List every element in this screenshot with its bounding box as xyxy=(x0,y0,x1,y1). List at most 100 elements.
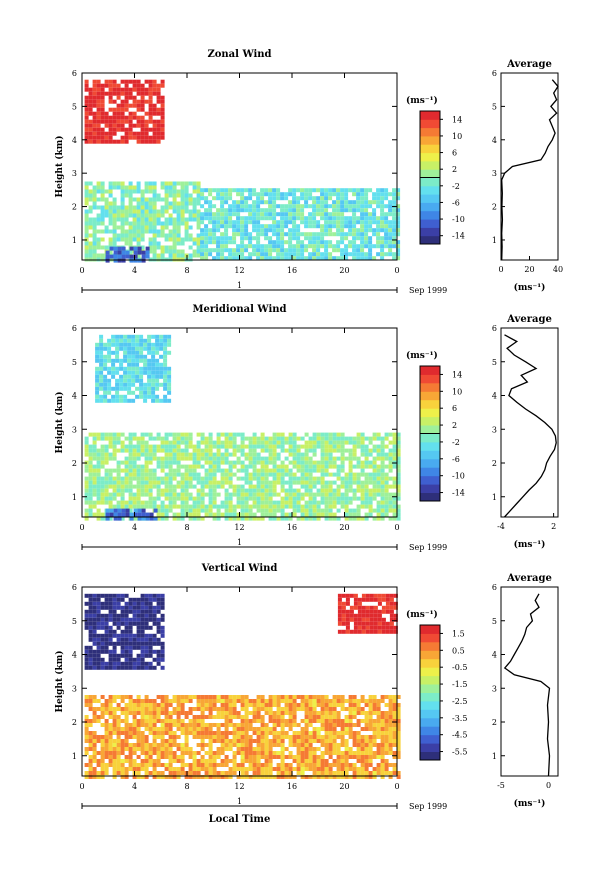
heatmap-cell xyxy=(116,747,121,751)
heatmap-cell xyxy=(172,225,177,230)
heatmap-cell xyxy=(312,236,317,241)
heatmap-cell xyxy=(148,241,153,246)
heatmap-cell xyxy=(272,212,277,217)
heatmap-cell xyxy=(160,735,165,739)
heatmap-cell xyxy=(220,208,225,213)
heatmap-cell xyxy=(95,378,100,383)
heatmap-cell xyxy=(292,731,297,735)
heatmap-cell xyxy=(184,731,189,735)
heatmap-cell xyxy=(252,699,257,703)
heatmap-cell xyxy=(384,188,389,193)
heatmap-cell xyxy=(156,83,161,88)
heatmap-cell xyxy=(125,254,130,259)
heatmap-cell xyxy=(196,476,201,481)
heatmap-cell xyxy=(353,613,358,618)
heatmap-cell xyxy=(260,448,265,453)
heatmap-cell xyxy=(96,707,101,711)
heatmap-cell xyxy=(156,771,161,775)
heatmap-cell xyxy=(104,641,109,646)
heatmap-cell xyxy=(224,244,229,249)
heatmap-cell xyxy=(168,711,173,715)
colorbar-swatch xyxy=(420,169,440,178)
heatmap-cell xyxy=(152,617,157,622)
heatmap-cell xyxy=(192,476,197,481)
heatmap-cell xyxy=(148,476,153,481)
heatmap-cell xyxy=(369,593,374,598)
colorbar-swatch xyxy=(420,160,440,170)
heatmap-cell xyxy=(124,488,129,493)
heatmap-cell xyxy=(256,763,261,767)
heatmap-cell xyxy=(88,135,93,140)
heatmap-cell xyxy=(364,448,369,453)
heatmap-cell xyxy=(396,464,401,469)
heatmap-cell xyxy=(292,464,297,469)
heatmap-cell xyxy=(127,374,132,379)
heatmap-cell xyxy=(236,711,241,715)
heatmap-cell xyxy=(324,460,329,465)
heatmap-cell xyxy=(380,508,385,513)
heatmap-cell xyxy=(108,213,113,218)
heatmap-cell xyxy=(188,504,193,509)
heatmap-cell xyxy=(268,739,273,743)
heatmap-cell xyxy=(112,613,117,618)
heatmap-cell xyxy=(264,763,269,767)
heatmap-cell xyxy=(132,87,137,92)
heatmap-cell xyxy=(352,188,357,193)
heatmap-cell xyxy=(216,731,221,735)
heatmap-cell xyxy=(248,699,253,703)
heatmap-cell xyxy=(155,382,160,387)
heatmap-cell xyxy=(148,91,153,96)
heatmap-cell xyxy=(116,115,121,120)
heatmap-cell xyxy=(328,188,333,193)
heatmap-cell xyxy=(132,436,137,441)
heatmap-cell xyxy=(312,232,317,237)
heatmap-cell xyxy=(288,763,293,767)
heatmap-cell xyxy=(156,213,161,218)
heatmap-cell xyxy=(232,727,237,731)
heatmap-cell xyxy=(288,719,293,723)
heatmap-cell xyxy=(100,661,105,666)
heatmap-cell xyxy=(124,103,129,108)
heatmap-cell xyxy=(200,480,205,485)
heatmap-cell xyxy=(348,500,353,505)
heatmap-cell xyxy=(176,703,181,707)
heatmap-cell xyxy=(163,354,168,359)
heatmap-cell xyxy=(268,484,273,489)
heatmap-cell xyxy=(144,456,149,461)
heatmap-cell xyxy=(200,735,205,739)
heatmap-cell xyxy=(120,649,125,654)
heatmap-cell xyxy=(167,338,172,343)
heatmap-cell xyxy=(220,735,225,739)
heatmap-cell xyxy=(388,208,393,213)
heatmap-cell xyxy=(328,436,333,441)
heatmap-cell xyxy=(116,723,121,727)
heatmap-cell xyxy=(384,204,389,209)
heatmap-cell xyxy=(228,480,233,485)
heatmap-cell xyxy=(276,715,281,719)
heatmap-cell xyxy=(292,208,297,213)
average-title: Average xyxy=(506,314,552,325)
x-tick-label: 8 xyxy=(184,266,189,275)
heatmap-cell xyxy=(332,731,337,735)
heatmap-cell xyxy=(304,200,309,205)
heatmap-cell xyxy=(380,244,385,249)
heatmap-cell xyxy=(376,196,381,201)
heatmap-cell xyxy=(128,119,133,124)
heatmap-cell xyxy=(140,703,145,707)
heatmap-cell xyxy=(104,593,109,598)
heatmap-cell xyxy=(220,739,225,743)
heatmap-cell xyxy=(236,432,241,437)
heatmap-cell xyxy=(168,233,173,238)
heatmap-cell xyxy=(120,217,125,222)
heatmap-cell xyxy=(172,723,177,727)
heatmap-cell xyxy=(256,755,261,759)
heatmap-cell xyxy=(312,512,317,517)
heatmap-cell xyxy=(384,472,389,477)
colorbar-tick-label: -14 xyxy=(452,489,465,498)
heatmap-cell xyxy=(112,87,117,92)
heatmap-cell xyxy=(332,723,337,727)
heatmap-cell xyxy=(336,492,341,497)
heatmap-cell xyxy=(107,350,112,355)
heatmap-cell xyxy=(104,625,109,630)
heatmap-cell xyxy=(160,229,165,234)
